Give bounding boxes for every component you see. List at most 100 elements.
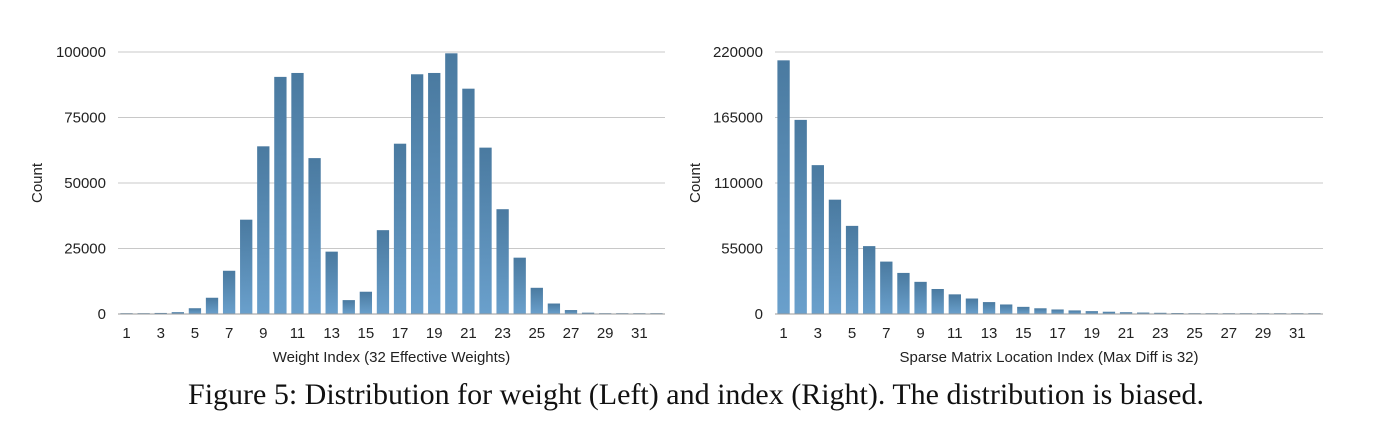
weight-x-tick-label: 11 [290,325,306,342]
index-bar [1068,310,1081,314]
weight-x-tick-label: 29 [597,325,614,342]
index-bar [965,298,979,314]
index-bar [948,294,961,314]
index-x-tick-label: 29 [1255,325,1272,342]
weight-x-tick-label: 21 [460,325,477,342]
weight-x-tick-label: 1 [122,325,130,342]
weight-y-tick-label: 0 [98,306,106,323]
weight-bar [376,230,390,314]
index-x-tick-label: 21 [1118,325,1135,342]
weight-x-tick-label: 7 [225,325,233,342]
index-bar [914,281,927,314]
index-bar [1051,309,1064,314]
index-x-tick-label: 15 [1015,325,1032,342]
weight-bar [428,72,441,315]
index-bar [931,288,944,314]
index-x-tick-label: 13 [981,325,998,342]
weight-bar [154,312,167,314]
weight-bar [257,146,270,314]
index-x-tick-label: 5 [848,325,856,342]
index-bar [845,225,859,314]
weight-x-tick-label: 3 [157,325,165,342]
weight-bar [479,147,492,314]
index-y-axis-label: Count [687,162,704,203]
weight-x-axis-label: Weight Index (32 Effective Weights) [273,349,511,366]
weight-bar [222,270,236,314]
index-bar [1017,306,1030,314]
weight-x-tick-label: 25 [528,325,545,342]
weight-bar [188,308,202,314]
index-bar [880,261,893,314]
index-y-tick-label: 110000 [714,175,763,192]
index-x-tick-label: 31 [1289,325,1306,342]
weight-bar [496,209,509,314]
weight-bar [359,291,373,314]
index-x-axis-label: Sparse Matrix Location Index (Max Diff i… [899,349,1198,366]
index-bar [828,199,842,314]
weight-bar [530,287,543,314]
weight-x-tick-label: 13 [323,325,340,342]
index-x-tick-label: 7 [882,325,890,342]
weight-y-tick-label: 25000 [64,241,106,258]
index-x-tick-label: 3 [814,325,822,342]
weight-bar [393,143,407,314]
weight-bar [581,312,595,314]
index-bar [863,246,876,314]
index-bar [1085,311,1098,314]
index-bar [794,119,807,314]
index-x-tick-label: 11 [947,325,963,342]
index-x-tick-label: 9 [916,325,924,342]
weight-x-tick-label: 5 [191,325,199,342]
weight-x-tick-label: 19 [426,325,443,342]
weight-bar [325,251,338,314]
index-bar [1000,304,1013,314]
index-x-tick-label: 1 [779,325,787,342]
index-y-tick-label: 220000 [713,44,763,61]
weight-bar [462,88,475,315]
index-bar [1034,308,1047,314]
weight-bar [308,158,321,314]
weight-y-axis-label: Count [29,162,46,203]
index-bar [1102,311,1116,314]
index-bar [811,165,824,314]
index-bar [1154,312,1167,314]
index-y-tick-label: 0 [755,306,763,323]
index-bar [897,272,910,314]
weight-y-tick-label: 75000 [64,110,106,127]
weight-bar [564,310,578,314]
index-y-tick-label: 55000 [721,241,763,258]
weight-bar [410,74,424,315]
weight-x-tick-label: 15 [358,325,375,342]
figure-caption: Figure 5: Distribution for weight (Left)… [188,378,1204,411]
index-bar [777,60,790,314]
weight-bar [171,312,184,314]
weight-y-tick-label: 100000 [56,44,106,61]
weight-bar [291,72,304,315]
index-bar [1119,312,1133,314]
index-x-tick-label: 25 [1186,325,1203,342]
index-x-tick-label: 19 [1083,325,1100,342]
weight-x-tick-label: 27 [563,325,580,342]
weight-bar [342,300,355,314]
weight-bar [547,303,561,314]
weight-bar [445,53,458,315]
weight-bar [240,219,253,314]
index-y-tick-label: 165000 [713,110,763,127]
index-bar [1137,312,1150,314]
weight-x-tick-label: 17 [392,325,409,342]
index-x-tick-label: 17 [1049,325,1066,342]
index-x-tick-label: 27 [1220,325,1237,342]
index-x-tick-label: 23 [1152,325,1169,342]
weight-y-tick-label: 50000 [64,175,106,192]
weight-x-tick-label: 23 [494,325,511,342]
weight-bar [205,297,219,314]
weight-x-tick-label: 31 [631,325,648,342]
weight-bar [274,76,287,314]
index-bar [982,302,996,314]
weight-x-tick-label: 9 [259,325,267,342]
weight-bar [513,257,526,314]
